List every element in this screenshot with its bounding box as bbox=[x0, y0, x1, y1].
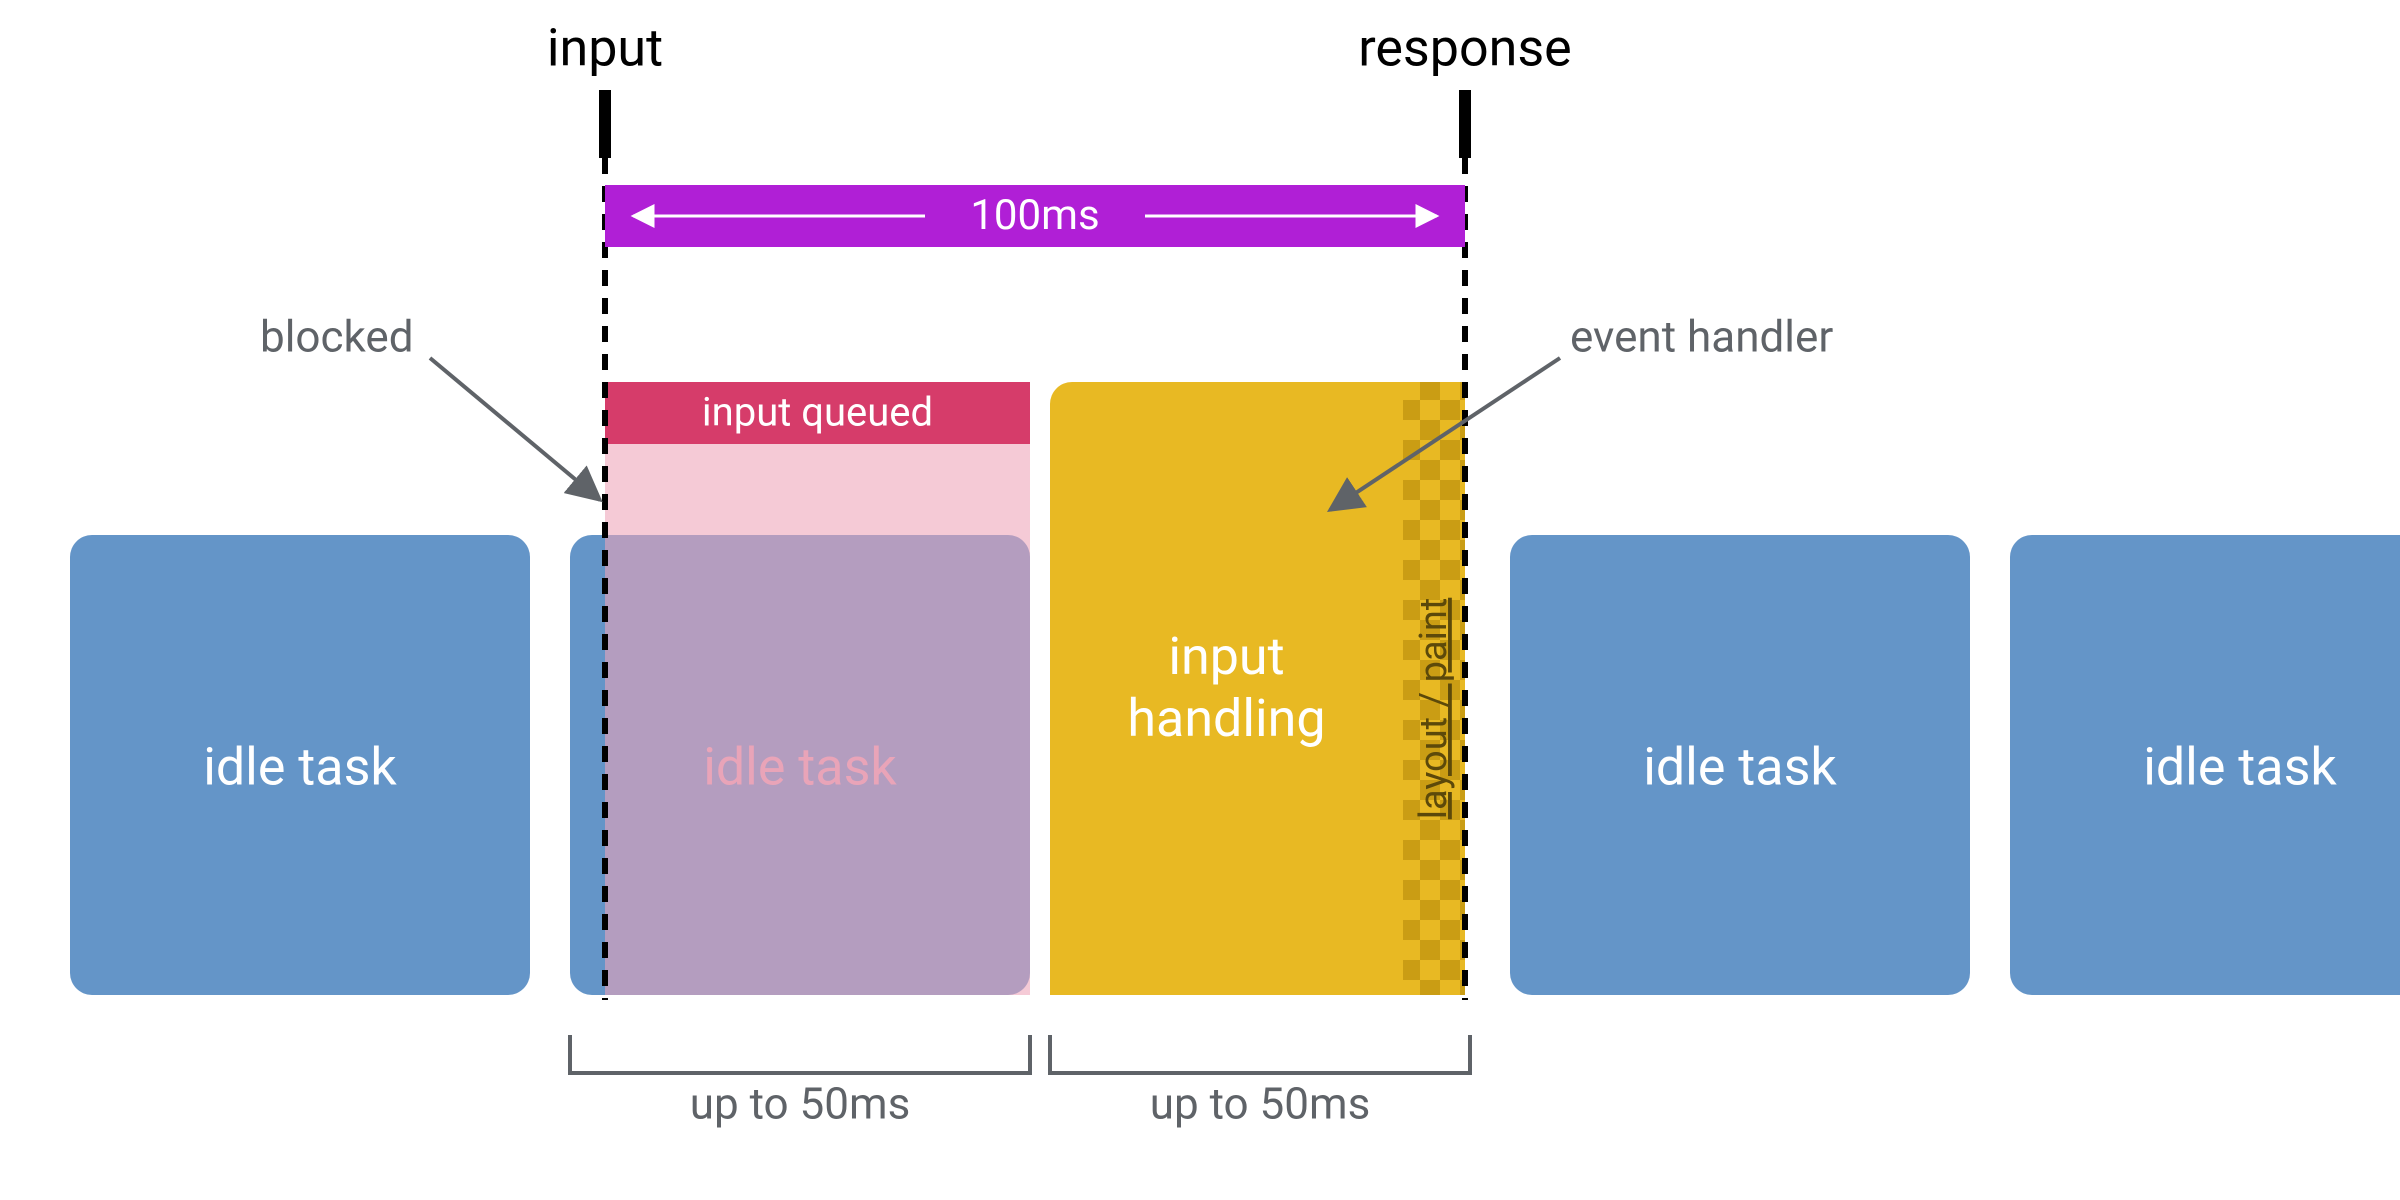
event-handler-label: event handler bbox=[1570, 311, 1833, 363]
bracket-left-label: up to 50ms bbox=[690, 1078, 911, 1130]
blocked-callout: blocked bbox=[260, 311, 600, 500]
bracket-right-label: up to 50ms bbox=[1150, 1078, 1371, 1130]
layout-paint-label: layout / paint bbox=[1412, 598, 1456, 820]
input-handling-block: inputhandling layout / paint bbox=[1050, 382, 1465, 995]
blocked-label: blocked bbox=[260, 311, 414, 363]
idle-task-label: idle task bbox=[703, 737, 897, 798]
svg-text:idle task: idle task bbox=[2143, 737, 2337, 798]
svg-text:idle task: idle task bbox=[1643, 737, 1837, 798]
input_marker-label: input bbox=[547, 18, 663, 79]
input-queued-label: input queued bbox=[702, 389, 933, 436]
svg-text:idle task: idle task bbox=[203, 737, 397, 798]
bracket-right: up to 50ms bbox=[1050, 1035, 1470, 1130]
idle-task-block: idle task bbox=[2010, 535, 2400, 995]
input-handling-label: input bbox=[1168, 626, 1284, 687]
budget-label: 100ms bbox=[970, 191, 1099, 240]
budget-band: 100ms bbox=[605, 185, 1465, 247]
svg-text:handling: handling bbox=[1127, 688, 1325, 749]
bracket-left: up to 50ms bbox=[570, 1035, 1030, 1130]
idle-task-block: idle task bbox=[70, 535, 530, 995]
idle-task-block: idle task bbox=[1510, 535, 1970, 995]
response_marker-label: response bbox=[1358, 18, 1572, 79]
input-queued-block: input queued idle task bbox=[605, 382, 1030, 995]
